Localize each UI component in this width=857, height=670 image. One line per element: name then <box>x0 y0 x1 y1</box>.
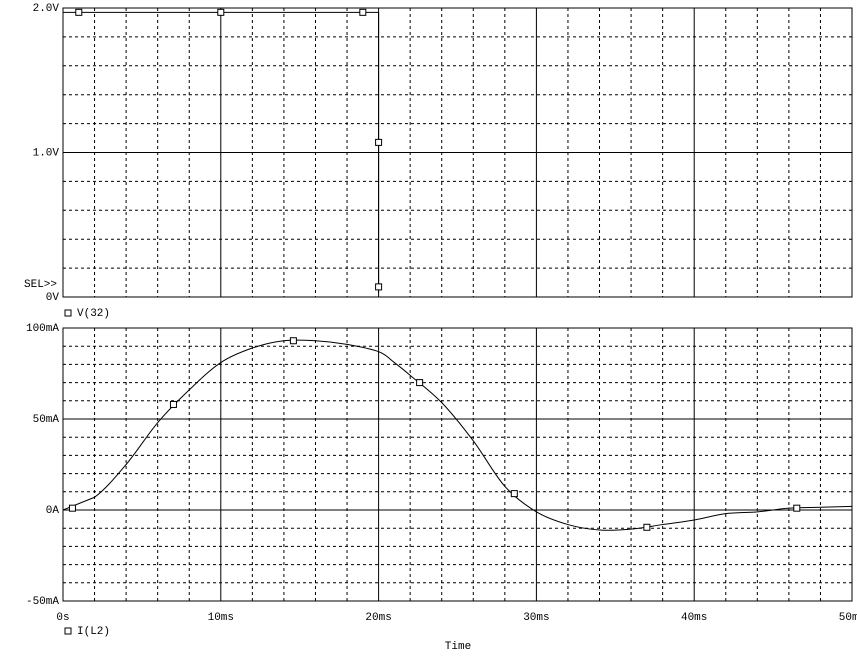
x-tick-label: 20ms <box>365 612 391 624</box>
trace-marker <box>75 8 83 16</box>
x-tick-label: 40ms <box>681 612 707 624</box>
x-tick-label: 50ms <box>839 612 857 624</box>
x-axis-label: Time <box>445 641 471 653</box>
trace-marker <box>68 504 76 512</box>
legend-symbol <box>64 309 72 317</box>
y-tick-label: 0V <box>46 292 60 304</box>
x-tick-label: 10ms <box>208 612 234 624</box>
x-tick-label: 0s <box>56 612 69 624</box>
y-tick-label: -50mA <box>26 596 59 608</box>
y-tick-label: 0A <box>46 505 60 517</box>
legend-symbol <box>64 627 72 635</box>
legend-label: I(L2) <box>77 626 110 638</box>
trace-marker <box>416 379 424 387</box>
x-tick-label: 30ms <box>523 612 549 624</box>
legend-label: V(32) <box>77 308 110 320</box>
trace-marker <box>289 337 297 345</box>
selection-marker: SEL>> <box>24 279 57 291</box>
trace-marker <box>375 138 383 146</box>
trace <box>63 11 380 293</box>
trace-marker <box>643 523 651 531</box>
y-tick-label: 2.0V <box>33 3 60 15</box>
y-tick-label: 1.0V <box>33 147 60 159</box>
trace-marker <box>375 283 383 291</box>
trace-marker <box>359 8 367 16</box>
plot-frame <box>62 327 853 602</box>
trace <box>62 339 853 531</box>
trace-marker <box>510 490 518 498</box>
plot-frame <box>62 7 853 298</box>
y-tick-label: 50mA <box>33 414 60 426</box>
trace-marker <box>169 400 177 408</box>
trace-marker <box>793 504 801 512</box>
y-tick-label: 100mA <box>26 323 59 335</box>
trace-marker <box>217 8 225 16</box>
